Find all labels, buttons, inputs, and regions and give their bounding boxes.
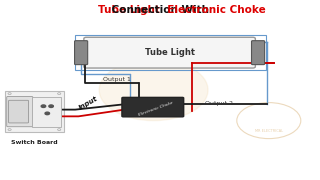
FancyBboxPatch shape — [252, 41, 265, 65]
FancyBboxPatch shape — [9, 100, 28, 123]
FancyBboxPatch shape — [122, 97, 184, 117]
Text: Switch Board: Switch Board — [11, 140, 58, 145]
Text: Output 2: Output 2 — [205, 101, 233, 106]
FancyBboxPatch shape — [75, 41, 88, 65]
Text: Output 1: Output 1 — [103, 77, 131, 82]
Text: Electronic Choke: Electronic Choke — [138, 101, 174, 117]
FancyBboxPatch shape — [84, 37, 255, 68]
Text: Tube Light: Tube Light — [145, 48, 195, 57]
Text: MR ELECTRICAL: MR ELECTRICAL — [255, 129, 283, 132]
FancyBboxPatch shape — [32, 97, 61, 127]
Text: Input: Input — [77, 95, 99, 111]
Circle shape — [41, 105, 46, 107]
FancyBboxPatch shape — [7, 96, 33, 127]
Text: Electronic Choke: Electronic Choke — [160, 5, 266, 15]
Circle shape — [49, 105, 53, 107]
Text: Tube Light: Tube Light — [98, 5, 160, 15]
FancyBboxPatch shape — [5, 91, 64, 132]
Circle shape — [99, 59, 208, 121]
Text: MR ELECTRICAL: MR ELECTRICAL — [134, 96, 173, 102]
Text: Connection With: Connection With — [108, 5, 212, 15]
Circle shape — [45, 112, 50, 115]
